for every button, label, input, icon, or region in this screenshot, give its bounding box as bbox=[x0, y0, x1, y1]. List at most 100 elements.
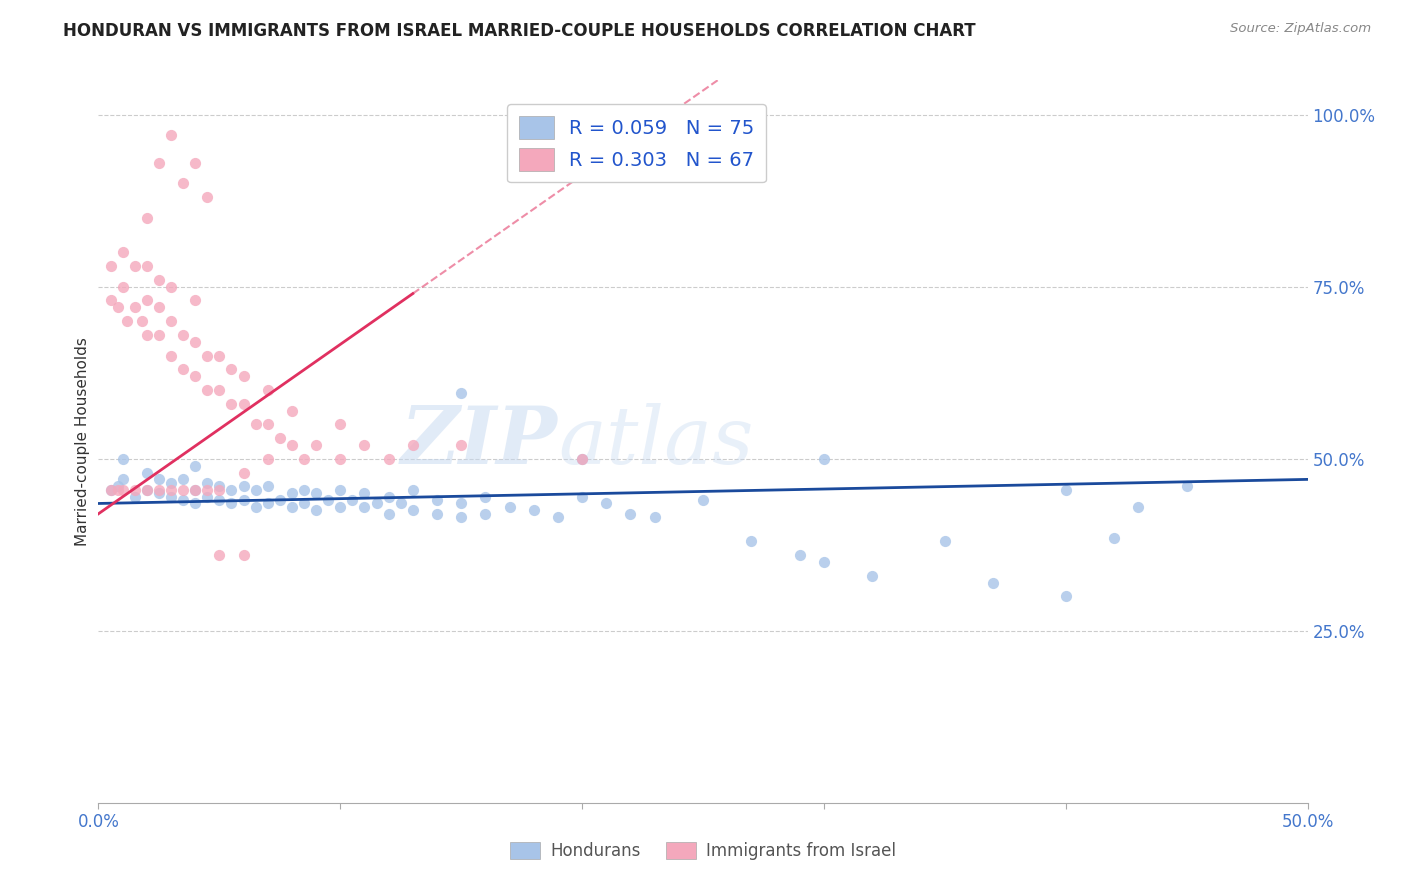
Point bbox=[172, 362, 194, 376]
Point bbox=[305, 486, 328, 500]
Point bbox=[450, 510, 472, 524]
Point bbox=[124, 490, 146, 504]
Point bbox=[100, 483, 122, 497]
Point bbox=[135, 211, 157, 225]
Point bbox=[353, 500, 375, 514]
Point bbox=[366, 496, 388, 510]
Point bbox=[316, 493, 339, 508]
Point bbox=[124, 259, 146, 273]
Point bbox=[245, 483, 267, 497]
Point bbox=[221, 483, 243, 497]
Point bbox=[474, 507, 496, 521]
Point bbox=[160, 128, 183, 143]
Point bbox=[100, 483, 122, 497]
Point bbox=[172, 483, 194, 497]
Point bbox=[256, 496, 278, 510]
Point bbox=[135, 327, 157, 342]
Point bbox=[100, 259, 122, 273]
Point bbox=[813, 555, 835, 569]
Point bbox=[402, 438, 425, 452]
Point bbox=[402, 503, 425, 517]
Point bbox=[221, 496, 243, 510]
Point bbox=[208, 349, 231, 363]
Point bbox=[148, 486, 170, 500]
Point bbox=[1128, 500, 1150, 514]
Point bbox=[160, 490, 183, 504]
Point bbox=[232, 369, 254, 384]
Point bbox=[305, 503, 328, 517]
Point bbox=[148, 472, 170, 486]
Point bbox=[195, 483, 218, 497]
Point bbox=[740, 534, 762, 549]
Point bbox=[111, 472, 134, 486]
Point bbox=[789, 548, 811, 562]
Point bbox=[107, 479, 129, 493]
Point bbox=[305, 438, 328, 452]
Point bbox=[256, 383, 278, 397]
Point bbox=[860, 568, 883, 582]
Point bbox=[160, 475, 183, 490]
Point bbox=[232, 548, 254, 562]
Text: HONDURAN VS IMMIGRANTS FROM ISRAEL MARRIED-COUPLE HOUSEHOLDS CORRELATION CHART: HONDURAN VS IMMIGRANTS FROM ISRAEL MARRI… bbox=[63, 22, 976, 40]
Point bbox=[256, 479, 278, 493]
Point bbox=[184, 334, 207, 349]
Point bbox=[107, 483, 129, 497]
Point bbox=[281, 438, 304, 452]
Point bbox=[329, 451, 352, 466]
Point bbox=[269, 493, 291, 508]
Point bbox=[195, 190, 218, 204]
Point bbox=[1054, 590, 1077, 604]
Point bbox=[184, 496, 207, 510]
Point bbox=[135, 293, 157, 308]
Point bbox=[117, 314, 139, 328]
Point bbox=[107, 301, 129, 315]
Point bbox=[184, 293, 207, 308]
Point bbox=[160, 483, 183, 497]
Point bbox=[160, 279, 183, 293]
Point bbox=[172, 327, 194, 342]
Point bbox=[934, 534, 956, 549]
Point bbox=[195, 475, 218, 490]
Legend: Hondurans, Immigrants from Israel: Hondurans, Immigrants from Israel bbox=[503, 835, 903, 867]
Point bbox=[221, 362, 243, 376]
Point bbox=[377, 451, 399, 466]
Point bbox=[292, 451, 315, 466]
Point bbox=[131, 314, 153, 328]
Point bbox=[389, 496, 412, 510]
Point bbox=[571, 451, 593, 466]
Point bbox=[111, 245, 134, 260]
Point bbox=[195, 383, 218, 397]
Point bbox=[256, 451, 278, 466]
Point bbox=[353, 438, 375, 452]
Point bbox=[160, 349, 183, 363]
Point bbox=[329, 483, 352, 497]
Point bbox=[111, 451, 134, 466]
Point bbox=[571, 490, 593, 504]
Point bbox=[208, 383, 231, 397]
Text: atlas: atlas bbox=[558, 403, 754, 480]
Point bbox=[232, 397, 254, 411]
Point bbox=[547, 510, 569, 524]
Point bbox=[498, 500, 520, 514]
Point bbox=[172, 493, 194, 508]
Point bbox=[329, 500, 352, 514]
Point bbox=[269, 431, 291, 445]
Point bbox=[245, 417, 267, 432]
Point bbox=[292, 483, 315, 497]
Point bbox=[100, 293, 122, 308]
Point bbox=[172, 472, 194, 486]
Point bbox=[342, 493, 364, 508]
Point bbox=[221, 397, 243, 411]
Point bbox=[329, 417, 352, 432]
Point bbox=[135, 483, 157, 497]
Point bbox=[426, 493, 449, 508]
Point bbox=[1175, 479, 1198, 493]
Point bbox=[111, 279, 134, 293]
Point bbox=[292, 496, 315, 510]
Point bbox=[353, 486, 375, 500]
Point bbox=[619, 507, 641, 521]
Point bbox=[402, 483, 425, 497]
Point bbox=[595, 496, 617, 510]
Point bbox=[692, 493, 714, 508]
Point bbox=[644, 510, 666, 524]
